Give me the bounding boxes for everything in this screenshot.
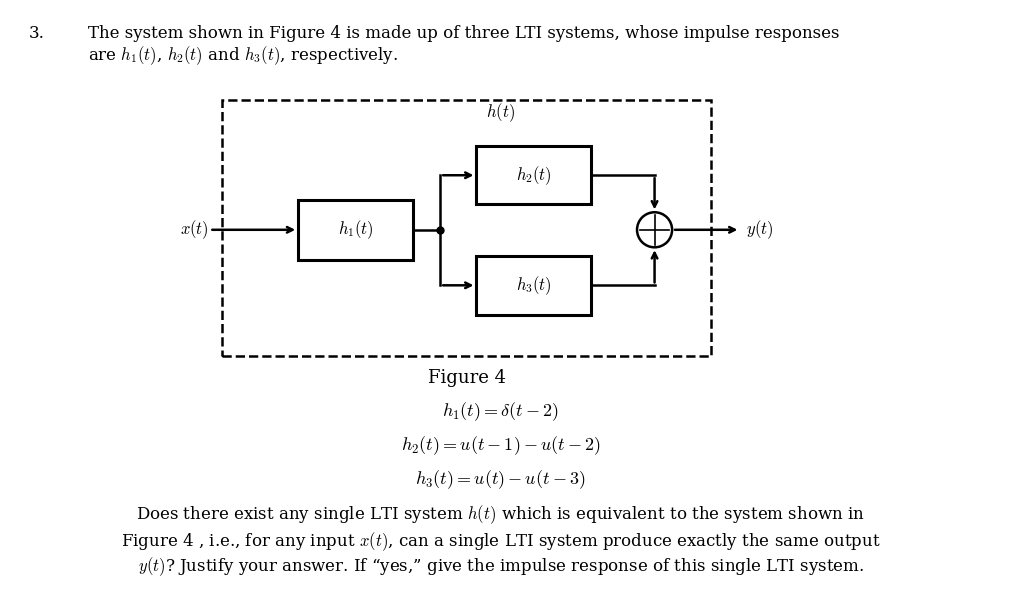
Bar xyxy=(476,256,591,315)
Text: Figure 4: Figure 4 xyxy=(428,369,506,387)
Text: Figure 4 , i.e., for any input $x(t)$, can a single LTI system produce exactly t: Figure 4 , i.e., for any input $x(t)$, c… xyxy=(121,530,881,553)
Text: $x(t)$: $x(t)$ xyxy=(180,219,210,241)
Bar xyxy=(476,146,591,204)
Text: are $h_1(t)$, $h_2(t)$ and $h_3(t)$, respectively.: are $h_1(t)$, $h_2(t)$ and $h_3(t)$, res… xyxy=(87,45,398,68)
Text: $y(t)$? Justify your answer. If “yes,” give the impulse response of this single : $y(t)$? Justify your answer. If “yes,” g… xyxy=(138,555,864,578)
Text: $h_2(t)$: $h_2(t)$ xyxy=(516,164,552,187)
Text: $h_2(t) = u(t - 1) - u(t - 2)$: $h_2(t) = u(t - 1) - u(t - 2)$ xyxy=(401,435,600,457)
Text: $h_1(t) = \delta(t - 2)$: $h_1(t) = \delta(t - 2)$ xyxy=(442,400,559,424)
Circle shape xyxy=(637,212,672,247)
Text: $h_3(t) = u(t) - u(t - 3)$: $h_3(t) = u(t) - u(t - 3)$ xyxy=(415,469,586,491)
Text: Does there exist any single LTI system $h(t)$ which is equivalent to the system : Does there exist any single LTI system $… xyxy=(136,503,866,526)
Bar xyxy=(298,200,413,260)
Text: $h_1(t)$: $h_1(t)$ xyxy=(337,219,373,241)
Bar xyxy=(222,100,711,356)
Text: $y(t)$: $y(t)$ xyxy=(746,219,773,241)
Text: The system shown in Figure 4 is made up of three LTI systems, whose impulse resp: The system shown in Figure 4 is made up … xyxy=(87,25,839,42)
Text: $h(t)$: $h(t)$ xyxy=(486,102,515,124)
Text: 3.: 3. xyxy=(29,25,45,42)
Text: $h_3(t)$: $h_3(t)$ xyxy=(516,274,552,296)
